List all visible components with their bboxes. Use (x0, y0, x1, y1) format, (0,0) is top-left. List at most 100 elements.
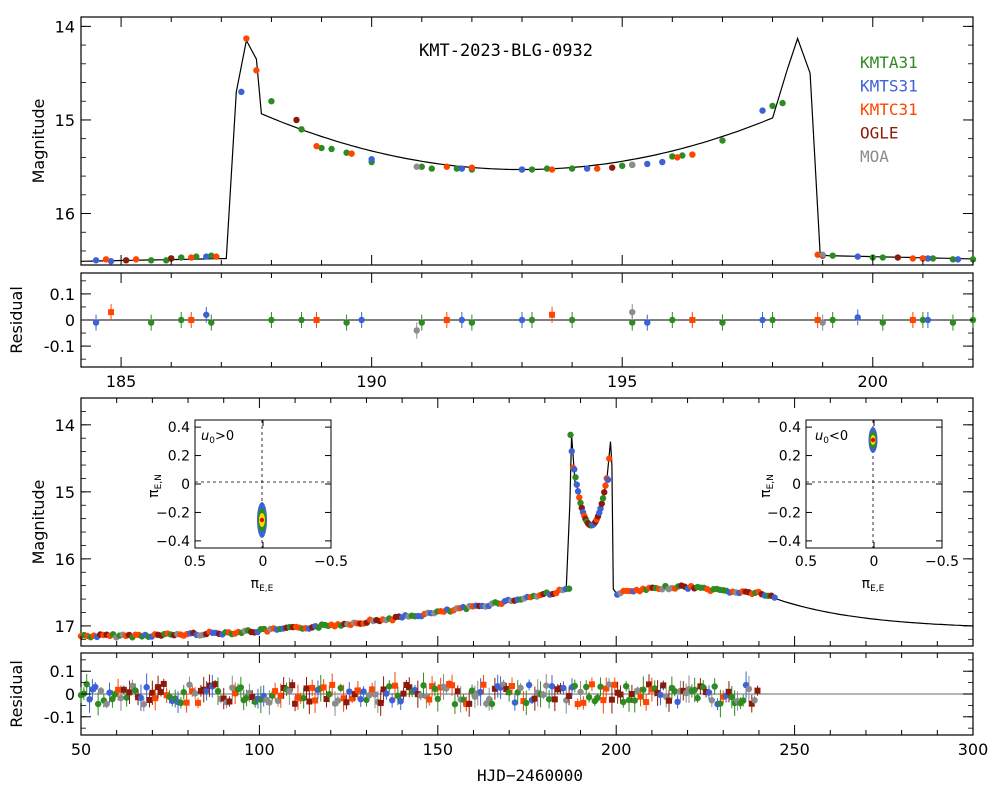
bottom-residual-point (277, 692, 284, 699)
data-point-kmts31 (368, 156, 375, 163)
bottom-residual-point (434, 695, 441, 703)
data-point-moa (629, 308, 636, 316)
bottom-residual-point (545, 696, 553, 703)
inset-left-xlabel: πE,E (251, 576, 274, 594)
bottom-residual-point (106, 689, 113, 696)
bottom-residual-point (354, 687, 361, 694)
bottom-residual-point (711, 683, 718, 690)
data-point-kmta31 (453, 165, 461, 172)
data-point-kmta31 (779, 99, 786, 107)
data-point-kmta31 (147, 257, 155, 264)
bottom-residual-point (748, 700, 755, 707)
data-point-kmts31 (458, 165, 466, 172)
inset-right-ticks: 0.4 0.2 0 −0.2 −0.4 0.5 0 −0.5 (767, 420, 959, 570)
bottom-residual-point (266, 699, 273, 706)
data-point-kmtc31 (132, 256, 140, 263)
data-point-kmtc31 (689, 317, 696, 323)
inset-y-tick-label: −0.2 (767, 505, 801, 521)
bottom-residual-point (183, 699, 190, 706)
bottom-residual-point (220, 695, 227, 702)
x-tick-label: 250 (779, 740, 810, 759)
bottom-residual-point (597, 683, 604, 690)
data-point-kmts31 (659, 158, 666, 166)
data-point-kmtc31 (253, 67, 260, 74)
data-point-kmta31 (268, 98, 275, 105)
x-tick-label: 200 (858, 372, 889, 391)
data-point-kmts31 (644, 160, 651, 168)
bottom-residual-point (617, 691, 624, 698)
bottom-residual-point (226, 698, 233, 705)
bottom-residual-point (651, 685, 658, 692)
x-tick-label: 195 (607, 372, 638, 391)
bottom-residual-point (346, 688, 353, 695)
bottom-residual-point (155, 684, 162, 691)
bottom-residual-point (83, 680, 90, 688)
data-point-ogle (122, 257, 130, 264)
inset-x-tick-label: 0.5 (795, 554, 817, 570)
x-tick-label: 200 (601, 740, 632, 759)
data-point-kmts31 (644, 319, 651, 326)
data-point-kmta31 (669, 153, 676, 160)
bottom-residual-point (363, 696, 370, 704)
inset-right-u0-label: u0<0 (815, 429, 848, 446)
bottom-residual-point (480, 681, 487, 688)
bottom-residual-point (426, 696, 433, 703)
data-point-kmtc31 (909, 317, 916, 323)
bottom-residual-point (337, 684, 344, 692)
bottom-residual-point (289, 682, 296, 689)
data-point-kmts31 (924, 255, 932, 262)
inset-y-tick-label: 0.2 (168, 449, 190, 465)
bottom-residual-point (237, 684, 245, 691)
bottom-residual-point (140, 701, 147, 708)
data-point-kmts31 (203, 253, 210, 260)
data-point-moa (413, 163, 420, 170)
bottom-residual-point (511, 699, 519, 706)
bottom-residual-point (491, 685, 498, 692)
bottom-residual-point (157, 689, 164, 696)
bottom-residual-point (312, 697, 319, 704)
bottom-residual-point (566, 692, 573, 699)
data-point-kmts31 (583, 165, 591, 172)
bottom-residual-point (343, 699, 350, 706)
bottom-residual-point (577, 688, 584, 696)
data-point-kmta31 (829, 252, 836, 259)
bottom-residual-point (754, 687, 761, 694)
bottom-residual-point (366, 691, 373, 699)
y-tick-label: 15 (55, 483, 75, 502)
data-point-ogle (168, 255, 175, 262)
legend: KMTA31 KMTS31 KMTC31 OGLE MOA (860, 53, 918, 166)
bottom-residual-point (329, 681, 336, 688)
bottom-residual-point (503, 686, 510, 693)
bottom-residual-point (94, 700, 102, 708)
bottom-residual-point (694, 694, 701, 702)
bottom-residual-point (86, 696, 93, 703)
y-tick-label: 0 (65, 311, 75, 330)
data-point-kmtc31 (188, 317, 195, 323)
bottom-data-point (577, 499, 584, 507)
y-tick-label: 0.1 (50, 285, 75, 304)
bottom-residual-point (466, 700, 473, 707)
bottom-residual-point (274, 697, 282, 705)
data-point-kmta31 (418, 163, 425, 170)
bottom-residual-point (640, 686, 647, 693)
bottom-residual-point (671, 687, 678, 695)
data-point-kmts31 (92, 257, 100, 264)
data-point-kmta31 (669, 316, 676, 324)
data-point-kmtc31 (443, 317, 450, 323)
bottom-residual-point (449, 682, 456, 689)
inset-x-tick-label: 0 (870, 554, 879, 570)
data-point-kmta31 (629, 319, 636, 326)
axis-ticks: 14 15 16 0.1 0 -0.1 14 15 16 17 0.1 0 -0.1 185 190 195 2… (44, 17, 988, 759)
y-tick-label: 17 (55, 617, 75, 636)
bottom-residual-point (417, 692, 424, 699)
top-lightcurve-frame (80, 16, 974, 266)
data-point-ogle (608, 164, 616, 171)
bottom-residual-point (517, 684, 524, 692)
bottom-residual-point (123, 694, 130, 701)
y-tick-label: -0.1 (44, 708, 75, 727)
bottom-residual-point (286, 687, 293, 695)
bottom-residual-point (700, 684, 707, 691)
bottom-residual-point (326, 691, 333, 698)
bottom-residual-point (272, 688, 279, 695)
